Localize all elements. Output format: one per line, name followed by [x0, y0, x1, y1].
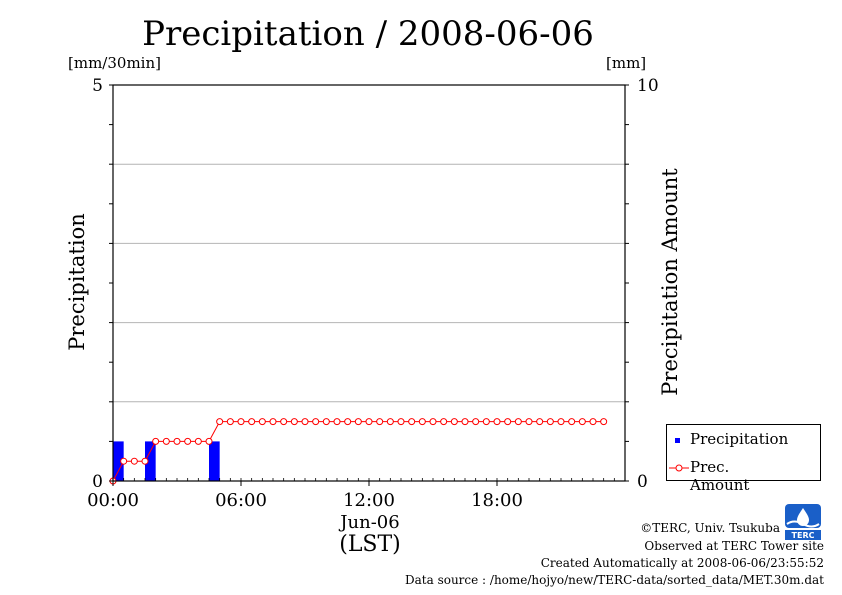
chart-title: Precipitation / 2008-06-06 [142, 14, 594, 54]
prec-amount-point [482, 418, 490, 426]
prec-amount-point [578, 418, 586, 426]
logo-text: TERC [792, 531, 815, 540]
prec-amount-point [194, 437, 202, 445]
credit-copyright: ©TERC, Univ. Tsukuba [640, 521, 780, 535]
legend-label-precipitation: Precipitation [690, 430, 789, 448]
prec-amount-point [557, 418, 565, 426]
left-tick-label-max: 5 [92, 76, 103, 96]
prec-amount-point [173, 437, 181, 445]
right-tick-label-min: 0 [637, 472, 648, 492]
legend-bar-swatch [675, 438, 680, 443]
prec-amount-point [152, 437, 160, 445]
x-axis-unit-label: (LST) [339, 532, 401, 557]
prec-amount-point [162, 437, 170, 445]
prec-amount-point [205, 437, 213, 445]
prec-amount-point [269, 418, 277, 426]
prec-amount-point [226, 418, 234, 426]
prec-amount-point [493, 418, 501, 426]
prec-amount-point [397, 418, 405, 426]
precipitation-bar [113, 441, 124, 481]
prec-amount-point [418, 418, 426, 426]
x-axis-date-label: Jun-06 [340, 512, 400, 533]
prec-amount-point [376, 418, 384, 426]
prec-amount-point [408, 418, 416, 426]
prec-amount-point [504, 418, 512, 426]
legend: Precipitation Prec. Amount [666, 424, 821, 494]
prec-amount-point [546, 418, 554, 426]
prec-amount-point [568, 418, 576, 426]
prec-amount-point [184, 437, 192, 445]
x-tick-label: 00:00 [87, 490, 139, 511]
prec-amount-point [386, 418, 394, 426]
prec-amount-point [290, 418, 298, 426]
prec-amount-point [514, 418, 522, 426]
prec-amount-point [322, 418, 330, 426]
prec-amount-point [216, 418, 224, 426]
x-tick-label: 12:00 [343, 490, 395, 511]
prec-amount-point [536, 418, 544, 426]
x-tick-label: 06:00 [215, 490, 267, 511]
legend-label-prec-amount: Prec. Amount [690, 458, 750, 494]
prec-amount-point [589, 418, 597, 426]
left-tick-label-min: 0 [92, 472, 103, 492]
prec-amount-point [280, 418, 288, 426]
legend-line-swatch [669, 464, 689, 472]
precipitation-bar [209, 441, 220, 481]
prec-amount-point [461, 418, 469, 426]
right-tick-label-max: 10 [637, 76, 659, 96]
prec-amount-point [312, 418, 320, 426]
credit-observed: Observed at TERC Tower site [644, 539, 824, 553]
precipitation-bar [145, 441, 156, 481]
credit-created: Created Automatically at 2008-06-06/23:5… [540, 556, 824, 570]
credit-data-source: Data source : /home/hojyo/new/TERC-data/… [405, 573, 824, 587]
prec-amount-point [258, 418, 266, 426]
prec-amount-point [429, 418, 437, 426]
prec-amount-line [112, 421, 604, 482]
prec-amount-point [120, 457, 128, 465]
x-tick-label: 18:00 [471, 490, 523, 511]
prec-amount-point [333, 418, 341, 426]
prec-amount-point [440, 418, 448, 426]
prec-amount-point [248, 418, 256, 426]
prec-amount-point [130, 457, 138, 465]
prec-amount-point [365, 418, 373, 426]
prec-amount-point [354, 418, 362, 426]
prec-amount-point [472, 418, 480, 426]
prec-amount-point [525, 418, 533, 426]
prec-amount-point [600, 418, 608, 426]
terc-logo-icon: TERC [785, 504, 821, 540]
prec-amount-point [301, 418, 309, 426]
right-axis-unit: [mm] [606, 54, 647, 72]
prec-amount-point [344, 418, 352, 426]
left-axis-unit: [mm/30min] [68, 54, 161, 72]
prec-amount-point [237, 418, 245, 426]
prec-amount-point [450, 418, 458, 426]
prec-amount-point [141, 457, 149, 465]
